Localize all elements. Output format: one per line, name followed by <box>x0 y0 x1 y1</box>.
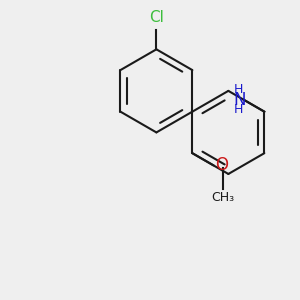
Text: H: H <box>234 103 244 116</box>
Text: Cl: Cl <box>149 11 164 26</box>
Text: CH₃: CH₃ <box>211 191 234 204</box>
Text: O: O <box>215 156 228 174</box>
Text: H: H <box>234 83 244 96</box>
Text: N: N <box>233 91 246 109</box>
